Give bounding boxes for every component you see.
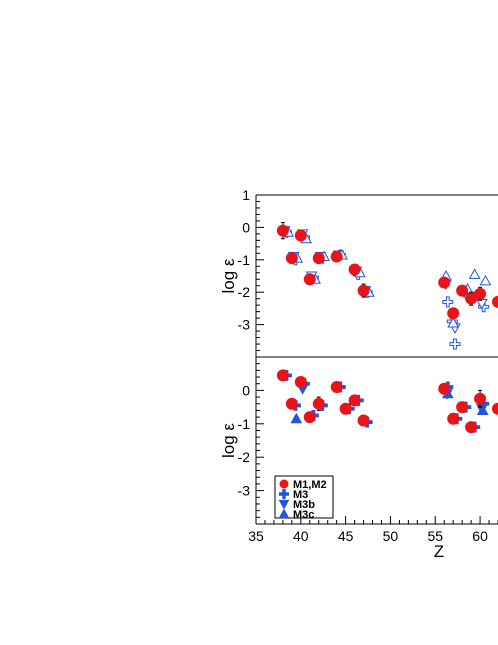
point-m1-m2 (447, 412, 460, 425)
point-m3c (290, 412, 303, 424)
point-m3 (442, 296, 454, 308)
point-m1-m2 (285, 397, 298, 410)
y-tick-label: -1 (238, 416, 251, 432)
point-m1-m2 (294, 376, 307, 389)
point-m1-m2 (303, 273, 316, 286)
point-m1-m2 (474, 392, 487, 405)
point-m1-m2 (456, 401, 469, 414)
point-m3c (447, 316, 460, 328)
legend-marker (279, 479, 289, 489)
point-m1-m2 (303, 411, 316, 424)
x-tick-label: 40 (293, 528, 309, 544)
legend-marker (278, 508, 290, 519)
y-tick-label: -2 (238, 449, 251, 465)
point-m1-m2 (465, 421, 478, 434)
y-tick-label: -2 (238, 284, 251, 300)
point-m3 (449, 338, 461, 350)
x-axis-label: Z (434, 542, 444, 561)
data-points (276, 369, 498, 434)
y-tick-label: -1 (238, 252, 251, 268)
point-m1-m2 (276, 369, 289, 382)
y-axis-label: log ε (219, 423, 238, 458)
point-m1-m2 (330, 250, 343, 263)
y-tick-label: -3 (238, 317, 251, 333)
point-m1-m2 (312, 252, 325, 265)
point-m1-m2 (339, 402, 352, 415)
y-tick-label: 0 (242, 382, 250, 398)
point-m1-m2 (312, 397, 325, 410)
y-tick-label: -3 (238, 483, 251, 499)
point-m1-m2 (357, 284, 370, 297)
point-m3c (476, 404, 489, 415)
legend-marker (279, 489, 289, 499)
point-m1-m2 (492, 402, 498, 415)
point-m1-m2 (438, 276, 451, 289)
point-m1-m2 (294, 229, 307, 242)
point-m1-m2 (285, 252, 298, 265)
y-axis-label: log ε (219, 258, 238, 293)
x-tick-label: 35 (248, 528, 264, 544)
legend-label: M3b (293, 499, 315, 511)
x-tick-label: 45 (338, 528, 354, 544)
point-m1-m2 (438, 382, 451, 395)
data-points (276, 222, 498, 350)
point-m1-m2 (474, 287, 487, 300)
point-m3 (478, 301, 490, 313)
x-tick-label: 55 (427, 528, 443, 544)
legend-label: M1,M2 (293, 479, 327, 491)
legend-label: M3 (293, 489, 308, 501)
point-m1-m2 (456, 284, 469, 297)
point-m1-m2 (276, 224, 289, 237)
point-m1-m2 (447, 307, 460, 320)
legend-marker (278, 499, 290, 510)
point-m1-m2 (330, 381, 343, 394)
point-m3c (479, 274, 492, 286)
point-m1-m2 (348, 394, 361, 407)
y-tick-label: 1 (242, 187, 250, 203)
point-m3c (468, 268, 481, 279)
x-tick-label: 60 (472, 528, 488, 544)
top-panel: 1 0 -1 -2 -3 log ε (219, 187, 498, 358)
y-tick-label: 0 (242, 219, 250, 235)
x-tick-label: 50 (383, 528, 399, 544)
point-m1-m2 (348, 263, 361, 276)
legend-label: M3c (293, 509, 314, 521)
point-m1-m2 (492, 295, 498, 308)
point-m1-m2 (357, 414, 370, 427)
